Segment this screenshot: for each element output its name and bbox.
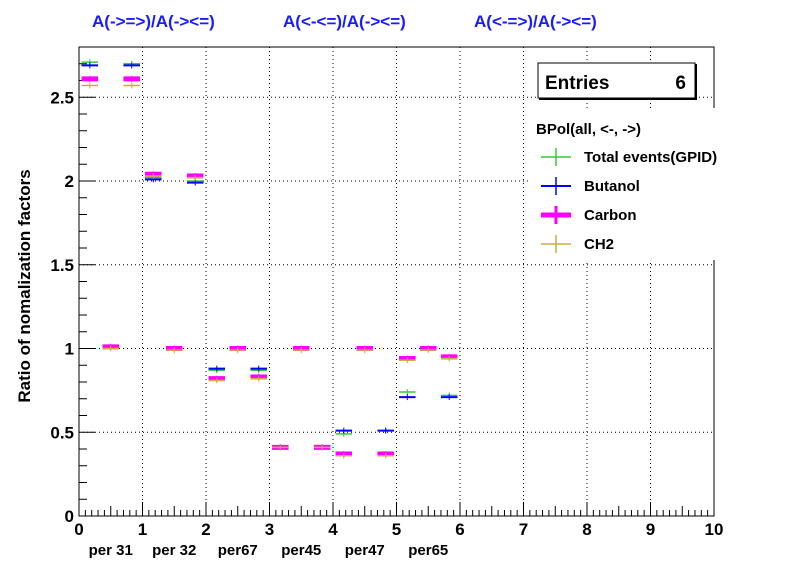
- stats-entries-value: 6: [675, 73, 686, 94]
- data-point: [208, 377, 226, 384]
- stats-entries-label: Entries: [545, 73, 609, 94]
- data-point: [123, 82, 140, 89]
- data-point: [81, 62, 99, 69]
- bin-label: per67: [218, 542, 258, 559]
- x-tick-label: 4: [328, 520, 338, 539]
- x-tick-label: 2: [201, 520, 210, 539]
- legend-background: [530, 108, 756, 260]
- y-tick-labels: 0 0.5 1 1.5 2 2.5: [50, 88, 74, 526]
- y-tick-label: 0: [65, 507, 74, 526]
- x-tick-label: 7: [519, 520, 528, 539]
- data-point: [313, 444, 331, 451]
- y-tick-label: 1: [65, 340, 74, 359]
- x-tick-label: 6: [455, 520, 464, 539]
- x-tick-label: 9: [646, 520, 655, 539]
- y-tick-label: 2: [65, 172, 74, 191]
- data-markers: [81, 59, 458, 459]
- data-point: [272, 444, 289, 451]
- chart-titles: A(->=>)/A(-><=) A(<-<=)/A(-><=) A(<-=>)/…: [92, 12, 597, 31]
- legend-label: Butanol: [584, 178, 640, 195]
- x-tick-labels: 0 1 2 3 4 5 6 7 8 9 10: [74, 520, 723, 539]
- data-point: [335, 452, 353, 459]
- data-point: [208, 365, 226, 372]
- y-axis-label: Ratio of nomalization factors: [15, 169, 34, 402]
- data-point: [102, 345, 120, 352]
- legend-entry: CH2: [541, 235, 614, 253]
- x-tick-label: 3: [265, 520, 274, 539]
- x-tick-label: 10: [705, 520, 724, 539]
- bin-label: per65: [408, 542, 448, 559]
- data-point: [335, 427, 353, 434]
- bin-label: per47: [345, 542, 385, 559]
- data-point: [165, 347, 183, 354]
- bin-label: per 31: [89, 542, 133, 559]
- legend-entry: Butanol: [541, 177, 640, 195]
- data-point: [123, 62, 140, 69]
- y-tick-label: 0.5: [50, 423, 74, 442]
- data-point: [399, 357, 416, 364]
- legend-entry: Total events(GPID): [541, 148, 717, 166]
- bin-label: per45: [281, 542, 321, 559]
- data-point: [229, 347, 247, 354]
- legend-entry: Carbon: [541, 206, 637, 224]
- legend-label: CH2: [584, 236, 614, 253]
- legend: BPol(all, <-, ->) Total events(GPID) Buta…: [530, 108, 756, 260]
- legend-entries: Total events(GPID) Butanol Carbon CH2: [541, 148, 717, 253]
- data-point: [81, 82, 99, 89]
- data-point: [186, 179, 204, 186]
- x-tick-label: 0: [74, 520, 83, 539]
- legend-label: Carbon: [584, 207, 637, 224]
- data-point: [440, 355, 458, 362]
- data-point: [250, 375, 267, 382]
- x-tick-label: 1: [138, 520, 147, 539]
- title-1: A(->=>)/A(-><=): [92, 12, 215, 31]
- x-tick-label: 5: [392, 520, 401, 539]
- legend-label: Total events(GPID): [584, 149, 717, 166]
- data-point: [419, 347, 437, 354]
- bin-label: per 32: [152, 542, 196, 559]
- data-point: [377, 452, 394, 459]
- bin-labels: per 31 per 32 per67 per45 per47 per65: [89, 542, 449, 559]
- data-point: [292, 347, 310, 354]
- data-point: [81, 75, 99, 82]
- data-point: [186, 174, 204, 181]
- data-point: [250, 365, 267, 372]
- title-3: A(<-=>)/A(-><=): [474, 12, 597, 31]
- data-point: [440, 394, 458, 401]
- y-tick-label: 2.5: [50, 88, 74, 107]
- data-point: [399, 389, 416, 396]
- data-point: [356, 347, 374, 354]
- title-2: A(<-<=)/A(-><=): [283, 12, 406, 31]
- data-point: [123, 75, 140, 82]
- x-tick-label: 8: [582, 520, 591, 539]
- data-point: [377, 427, 394, 434]
- stats-box: Entries 6: [537, 62, 697, 100]
- data-point: [145, 172, 162, 179]
- axis-ticks: [78, 63, 715, 517]
- y-tick-label: 1.5: [50, 256, 74, 275]
- data-point: [399, 394, 416, 401]
- legend-title: BPol(all, <-, ->): [536, 121, 641, 138]
